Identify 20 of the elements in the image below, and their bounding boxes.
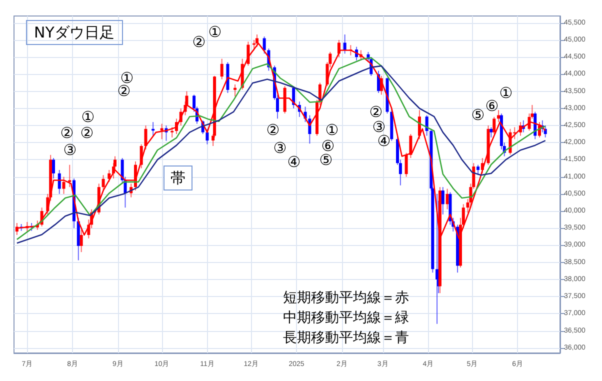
annotation: ③ (273, 139, 287, 157)
annotation: ② (80, 124, 94, 142)
annotation: ① (81, 108, 95, 126)
annotation: ② (60, 124, 74, 142)
annotation: ② (266, 121, 280, 139)
annotation: ⑤ (471, 106, 485, 124)
annotation: ① (325, 121, 339, 139)
annotation: ② (192, 33, 206, 51)
annotation: ② (369, 103, 383, 121)
annotation: ① (499, 84, 513, 102)
annotation: 長期移動平均線＝青 (283, 330, 409, 346)
annotation: ⑥ (485, 97, 499, 115)
annotation: ② (117, 82, 131, 100)
annotation: 短期移動平均線＝赤 (283, 290, 409, 306)
annotation: 帯 (170, 169, 186, 187)
annotation: ① (208, 23, 222, 41)
annotation: 中期移動平均線＝緑 (283, 310, 409, 326)
annotation: ③ (63, 141, 77, 159)
text: NYダウ日足 (34, 24, 114, 42)
annotation: ④ (287, 153, 301, 171)
